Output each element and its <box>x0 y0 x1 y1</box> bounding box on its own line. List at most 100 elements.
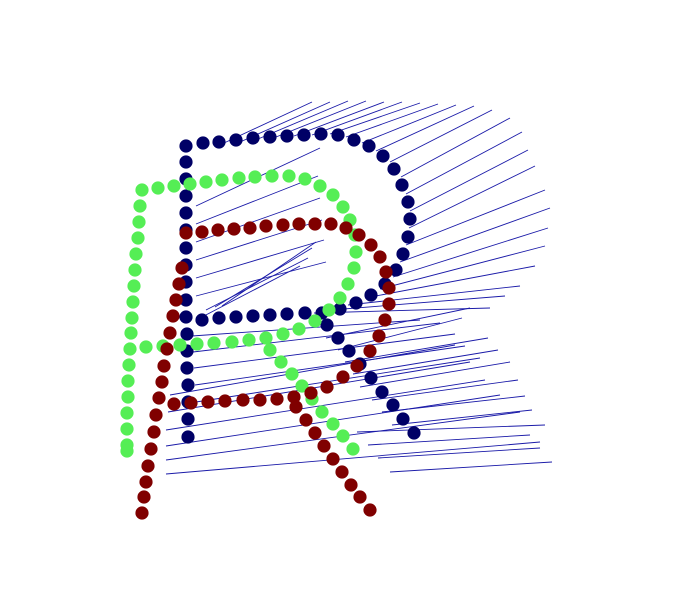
red-marker <box>141 459 155 473</box>
navy-marker <box>403 212 417 226</box>
green-marker <box>131 231 145 245</box>
green-marker <box>326 188 340 202</box>
green-marker <box>127 279 141 293</box>
green-marker <box>132 215 146 229</box>
navy-marker <box>387 162 401 176</box>
correspondence-line <box>375 105 475 152</box>
red-marker <box>195 225 209 239</box>
green-marker <box>139 340 153 354</box>
navy-marker <box>181 430 195 444</box>
red-marker <box>304 386 318 400</box>
navy-marker <box>179 206 193 220</box>
navy-marker <box>407 426 421 440</box>
red-marker <box>236 393 250 407</box>
navy-marker <box>179 241 193 255</box>
navy-marker <box>364 288 378 302</box>
green-marker <box>120 422 134 436</box>
correspondence-line <box>194 345 466 386</box>
correspondence-line <box>311 101 403 136</box>
red-marker <box>163 326 177 340</box>
green-marker <box>259 331 273 345</box>
navy-marker <box>179 189 193 203</box>
correspondence-line <box>325 307 471 339</box>
correspondence-line <box>205 257 309 311</box>
navy-marker <box>263 308 277 322</box>
red-marker <box>201 395 215 409</box>
correspondence-line <box>389 461 553 473</box>
green-marker <box>336 429 350 443</box>
green-marker <box>135 183 149 197</box>
green-marker <box>315 405 329 419</box>
red-marker <box>352 228 366 242</box>
navy-marker <box>246 309 260 323</box>
correspondence-line <box>193 333 456 369</box>
red-marker <box>259 219 273 233</box>
red-marker <box>184 396 198 410</box>
red-marker <box>335 465 349 479</box>
green-marker <box>173 338 187 352</box>
correspondence-line <box>356 424 546 433</box>
correspondence-line <box>337 317 463 351</box>
red-marker <box>270 392 284 406</box>
red-marker <box>135 506 149 520</box>
red-marker <box>149 408 163 422</box>
red-marker <box>175 261 189 275</box>
green-marker <box>313 179 327 193</box>
navy-marker <box>263 130 277 144</box>
green-marker <box>248 170 262 184</box>
red-marker <box>169 293 183 307</box>
navy-marker <box>212 135 226 149</box>
green-marker <box>215 173 229 187</box>
correspondence-line <box>371 379 519 401</box>
navy-marker <box>280 307 294 321</box>
navy-marker <box>181 378 195 392</box>
red-marker <box>382 297 396 311</box>
navy-marker <box>347 133 361 147</box>
green-marker <box>199 175 213 189</box>
navy-marker <box>212 311 226 325</box>
red-marker <box>364 238 378 252</box>
red-marker <box>363 503 377 517</box>
navy-marker <box>195 313 209 327</box>
green-marker <box>308 314 322 328</box>
red-marker <box>344 478 358 492</box>
red-marker <box>172 277 186 291</box>
green-marker <box>190 337 204 351</box>
red-marker <box>289 400 303 414</box>
red-marker <box>218 394 232 408</box>
green-marker <box>285 367 299 381</box>
navy-marker <box>180 361 194 375</box>
red-marker <box>308 426 322 440</box>
red-marker <box>350 359 364 373</box>
navy-marker <box>246 131 260 145</box>
correspondence-line <box>408 165 536 229</box>
correspondence-line <box>359 361 511 388</box>
green-marker <box>298 172 312 186</box>
red-marker <box>166 309 180 323</box>
correspondence-line <box>169 344 456 396</box>
green-marker <box>122 358 136 372</box>
navy-marker <box>179 155 193 169</box>
green-marker <box>133 199 147 213</box>
navy-marker <box>229 133 243 147</box>
correspondence-line <box>195 175 319 225</box>
navy-marker <box>314 127 328 141</box>
correspondence-line <box>391 409 533 426</box>
red-marker <box>243 221 257 235</box>
green-marker <box>341 277 355 291</box>
red-marker <box>253 393 267 407</box>
correspondence-line <box>389 109 493 163</box>
green-marker <box>128 263 142 277</box>
green-marker <box>326 417 340 431</box>
correspondence-line <box>405 131 523 195</box>
correspondence-line <box>400 117 511 178</box>
correspondence-line <box>409 149 529 212</box>
navy-marker <box>333 302 347 316</box>
red-marker <box>336 370 350 384</box>
green-marker <box>183 177 197 191</box>
navy-marker <box>396 412 410 426</box>
red-marker <box>339 221 353 235</box>
red-marker <box>147 425 161 439</box>
